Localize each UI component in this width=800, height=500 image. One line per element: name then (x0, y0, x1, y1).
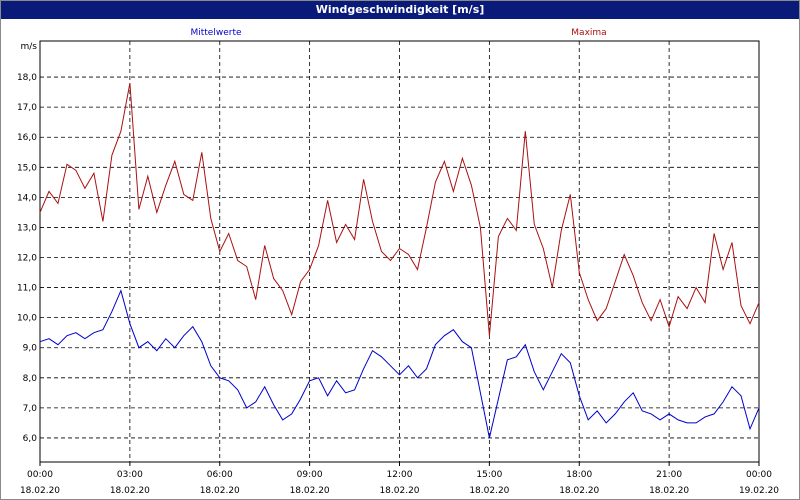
window-title: Windgeschwindigkeit [m/s] (1, 1, 799, 19)
y-tick-label: 14,0 (17, 193, 37, 203)
y-tick-label: 10,0 (17, 314, 37, 324)
x-tick-time: 03:00 (117, 470, 143, 480)
y-tick-label: 16,0 (17, 133, 37, 143)
x-tick-time: 18:00 (566, 470, 592, 480)
x-tick-time: 09:00 (297, 470, 323, 480)
y-tick-label: 17,0 (17, 103, 37, 113)
y-tick-label: 13,0 (17, 223, 37, 233)
x-tick-date: 18.02.20 (110, 486, 150, 496)
y-tick-label: 11,0 (17, 284, 37, 294)
x-tick-time: 00:00 (746, 470, 772, 480)
x-tick-date: 18.02.20 (559, 486, 599, 496)
series-line-maxima (39, 83, 760, 336)
x-tick-date: 18.02.20 (290, 486, 330, 496)
legend-maxima: Maxima (571, 28, 606, 38)
x-tick-time: 12:00 (387, 470, 413, 480)
x-tick-date: 18.02.20 (469, 486, 509, 496)
x-tick-time: 06:00 (207, 470, 233, 480)
x-tick-date: 18.02.20 (200, 486, 240, 496)
x-tick-time: 21:00 (656, 470, 682, 480)
legend-mittelwerte: Mittelwerte (190, 28, 241, 38)
y-tick-label: 18,0 (17, 73, 37, 83)
y-tick-label: 12,0 (17, 254, 37, 264)
y-tick-label: 8,0 (23, 374, 38, 384)
y-tick-label: 9,0 (23, 344, 38, 354)
y-tick-label: 7,0 (23, 404, 38, 414)
y-axis-label: m/s (21, 42, 38, 52)
y-tick-label: 15,0 (17, 163, 37, 173)
x-tick-date: 19.02.20 (739, 486, 779, 496)
series-line-mittelwerte (39, 289, 760, 439)
y-tick-label: 6,0 (23, 434, 38, 444)
x-tick-date: 18.02.20 (20, 486, 60, 496)
x-tick-date: 18.02.20 (649, 486, 689, 496)
x-tick-date: 18.02.20 (379, 486, 419, 496)
x-tick-time: 15:00 (476, 470, 502, 480)
x-tick-time: 00:00 (27, 470, 53, 480)
